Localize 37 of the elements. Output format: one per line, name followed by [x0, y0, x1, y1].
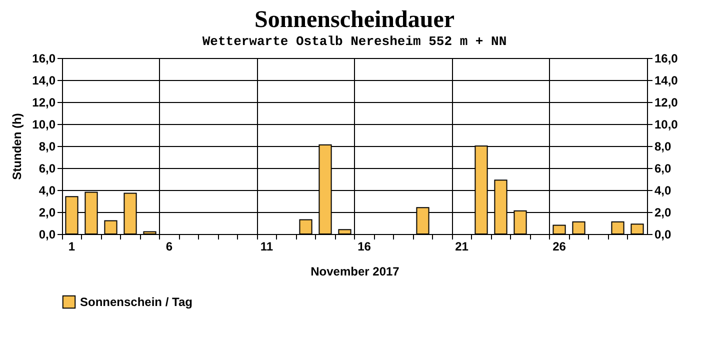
y-tick-label: 0,0	[38, 228, 56, 242]
y2-tick-label: 12,0	[654, 96, 678, 110]
bar	[611, 221, 624, 234]
y2-tick-label: 10,0	[654, 118, 678, 132]
y-axis-title: Stunden (h)	[10, 113, 24, 180]
bar	[104, 220, 118, 234]
y-tick-label: 4,0	[38, 184, 56, 198]
y-tick-label: 14,0	[32, 74, 56, 88]
x-tick-label: 21	[455, 240, 469, 254]
x-axis-title: November 2017	[310, 264, 400, 278]
y2-tick-label: 0,0	[654, 228, 672, 242]
y2-tick-label: 16,0	[654, 52, 678, 66]
bar	[143, 231, 156, 234]
y-tick-label: 6,0	[38, 162, 56, 176]
y2-tick-label: 6,0	[654, 162, 672, 176]
y-tick-label: 12,0	[32, 96, 56, 110]
y-tick-label: 8,0	[38, 140, 56, 154]
y2-tick-label: 2,0	[654, 206, 672, 220]
x-tick-label: 6	[166, 240, 173, 254]
chart-title: Sonnenscheindauer	[254, 7, 455, 33]
y2-tick-label: 8,0	[654, 140, 672, 154]
bar	[630, 224, 644, 234]
bar	[338, 229, 352, 234]
y-tick-label: 16,0	[32, 52, 56, 66]
x-tick-label: 26	[552, 240, 566, 254]
y2-tick-label: 4,0	[654, 184, 672, 198]
bar	[572, 221, 586, 234]
chart-subtitle: Wetterwarte Ostalb Neresheim 552 m + NN	[202, 34, 507, 49]
x-tick-label: 1	[68, 240, 76, 254]
bar	[299, 219, 312, 234]
bar	[552, 224, 566, 234]
x-tick-label: 16	[358, 240, 372, 254]
x-tick-label: 11	[260, 240, 274, 254]
y-tick-label: 2,0	[38, 206, 56, 220]
legend-label: Sonnenschein / Tag	[80, 295, 192, 309]
y2-tick-label: 14,0	[654, 74, 678, 88]
y-tick-label: 10,0	[32, 118, 56, 132]
